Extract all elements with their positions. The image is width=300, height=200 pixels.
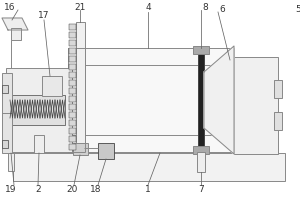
Text: 20: 20 [66,186,78,194]
Bar [69,40,76,46]
Bar [2,140,8,148]
Text: 5: 5 [295,4,300,14]
Bar [69,96,76,102]
Text: 16: 16 [4,3,16,12]
Bar [8,95,65,125]
Bar [197,152,205,172]
Bar [8,153,14,171]
Bar [42,76,62,96]
Bar [11,28,21,40]
Bar [193,146,209,154]
Text: 17: 17 [38,11,50,21]
Bar [274,80,282,98]
Bar [2,85,8,93]
Bar [69,72,76,78]
Bar [2,73,12,153]
Text: 4: 4 [145,3,151,12]
Text: 18: 18 [90,186,102,194]
Bar [69,24,76,30]
Bar [274,112,282,130]
Bar [98,143,114,159]
Bar [69,144,76,150]
Text: 7: 7 [198,186,204,194]
Text: 19: 19 [5,186,17,194]
Bar [69,104,76,110]
Text: 8: 8 [202,3,208,12]
Bar [69,88,76,94]
Text: 6: 6 [219,4,225,14]
Bar [69,56,76,62]
Bar [69,64,76,70]
Bar [193,46,209,54]
Bar [69,136,76,142]
Bar [76,22,85,152]
Bar [13,153,285,181]
Bar [69,128,76,134]
Bar [69,80,76,86]
Text: 1: 1 [145,186,151,194]
Bar [69,32,76,38]
Bar [69,112,76,118]
Bar [73,143,88,155]
Text: 21: 21 [74,2,86,11]
Bar [34,135,44,153]
Polygon shape [2,18,28,30]
Polygon shape [204,46,234,154]
Bar [68,48,234,152]
Bar [69,48,76,54]
Bar [198,48,204,152]
Bar [234,57,278,154]
Text: 2: 2 [35,186,41,194]
Bar [69,120,76,126]
Bar [6,68,72,152]
